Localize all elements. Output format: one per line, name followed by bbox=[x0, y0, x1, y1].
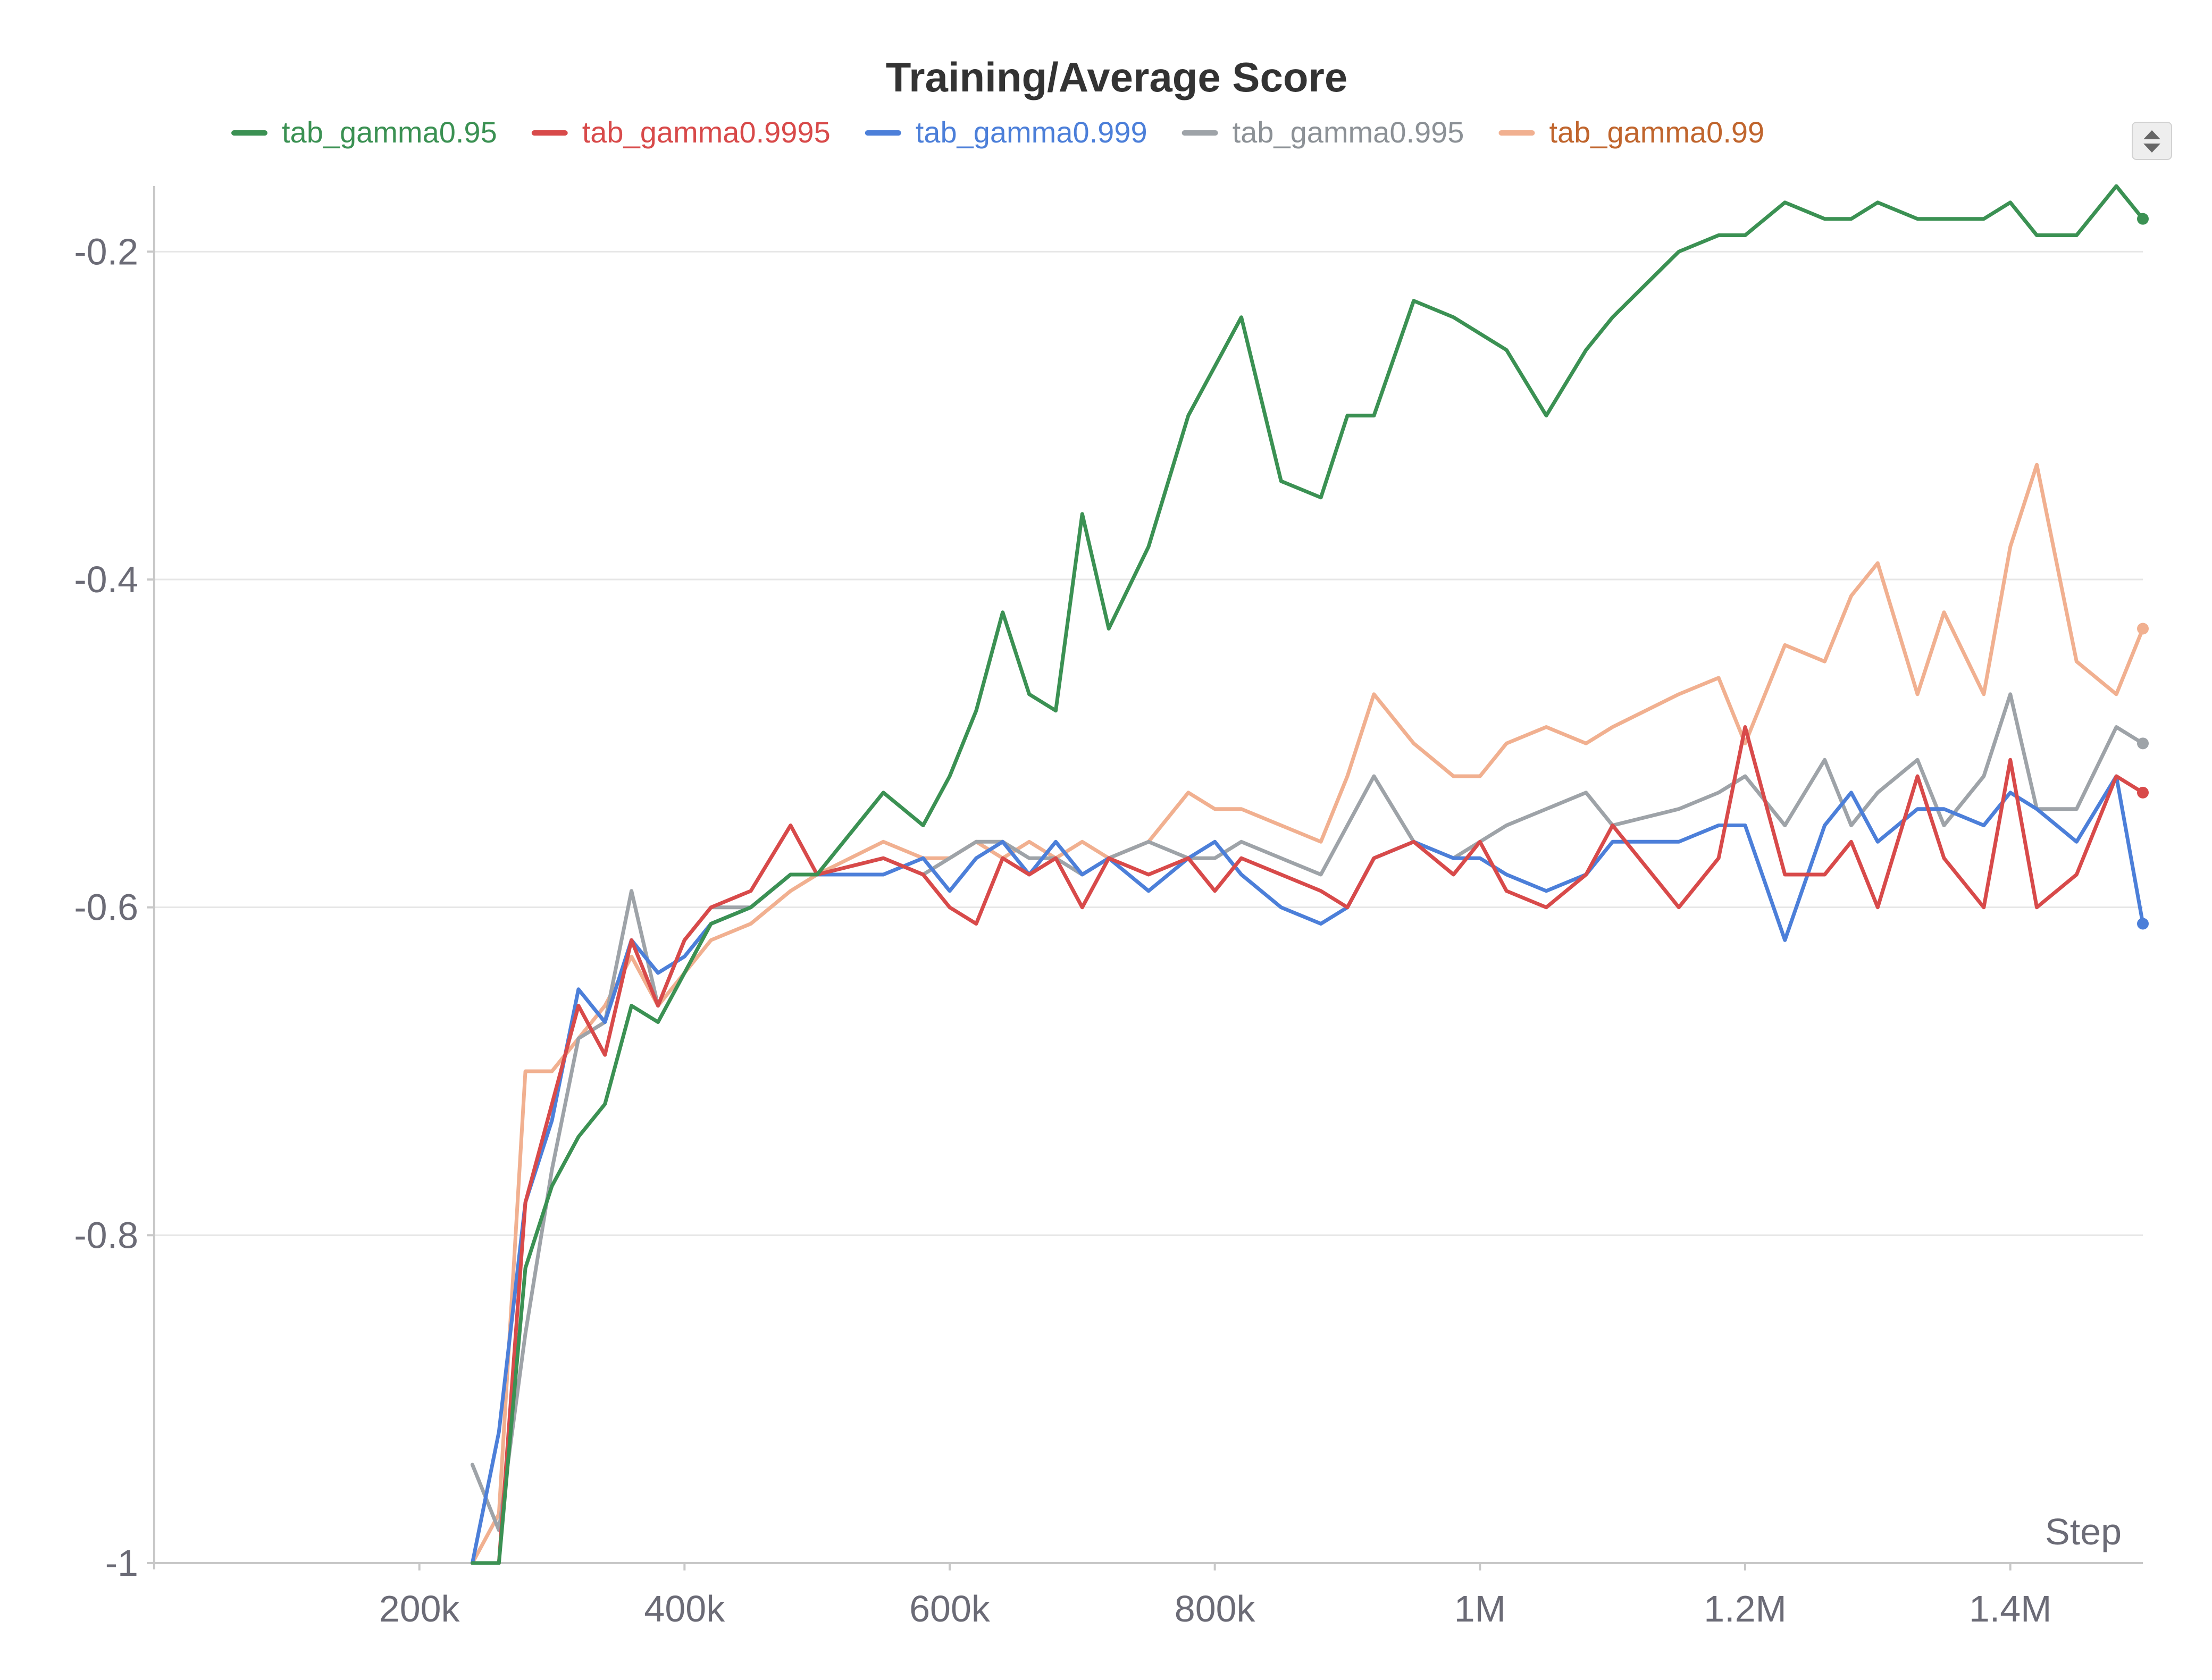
series-endpoint-tab_gamma0.9995 bbox=[2137, 786, 2149, 799]
x-tick-label: 1.4M bbox=[1969, 1588, 2052, 1629]
y-tick-label: -0.2 bbox=[74, 231, 138, 272]
x-tick-label: 800k bbox=[1175, 1588, 1256, 1629]
x-tick-label: 1M bbox=[1454, 1588, 1506, 1629]
series-line-tab_gamma0.9995 bbox=[470, 725, 2145, 1565]
legend-scroll-control[interactable] bbox=[2132, 122, 2172, 160]
legend: tab_gamma0.95 tab_gamma0.9995 tab_gamma0.9… bbox=[231, 115, 1764, 149]
x-tick-label: 200k bbox=[379, 1588, 460, 1629]
tick-labels: 200k 400k 600k 800k 1M 1.2M 1.4M -0.2 -0.4 -0.6 -0… bbox=[74, 231, 2051, 1629]
series-endpoint-tab_gamma0.999 bbox=[2137, 918, 2149, 930]
legend-label: tab_gamma0.9995 bbox=[582, 115, 831, 149]
y-tick-label: -0.6 bbox=[74, 887, 138, 928]
series-line-tab_gamma0.999 bbox=[470, 774, 2145, 1565]
legend-label: tab_gamma0.995 bbox=[1233, 115, 1464, 149]
series-endpoint-tab_gamma0.95 bbox=[2137, 213, 2149, 225]
series-endpoint-tab_gamma0.995 bbox=[2137, 737, 2149, 750]
chart-title: Training/Average Score bbox=[886, 54, 1347, 100]
x-tick-label: 1.2M bbox=[1704, 1588, 1787, 1629]
series-line-tab_gamma0.95 bbox=[470, 184, 2145, 1565]
legend-label: tab_gamma0.999 bbox=[916, 115, 1147, 149]
x-tick-label: 400k bbox=[644, 1588, 725, 1629]
series-endpoint-tab_gamma0.99 bbox=[2137, 623, 2149, 635]
y-tick-label: -0.8 bbox=[74, 1214, 138, 1256]
up-down-arrows-icon[interactable] bbox=[2143, 130, 2160, 153]
x-axis-title: Step bbox=[2045, 1511, 2122, 1552]
y-tick-label: -1 bbox=[105, 1542, 138, 1584]
y-tick-label: -0.4 bbox=[74, 559, 138, 600]
axes bbox=[148, 186, 2143, 1569]
series-line-tab_gamma0.99 bbox=[470, 463, 2145, 1565]
legend-label: tab_gamma0.95 bbox=[282, 115, 497, 149]
x-tick-label: 600k bbox=[909, 1588, 991, 1629]
series-line-tab_gamma0.995 bbox=[470, 692, 2145, 1532]
series-layer bbox=[470, 184, 2149, 1565]
legend-label: tab_gamma0.99 bbox=[1549, 115, 1764, 149]
legend-scroll-button[interactable] bbox=[2132, 122, 2172, 160]
grid-lines bbox=[154, 250, 2143, 1236]
